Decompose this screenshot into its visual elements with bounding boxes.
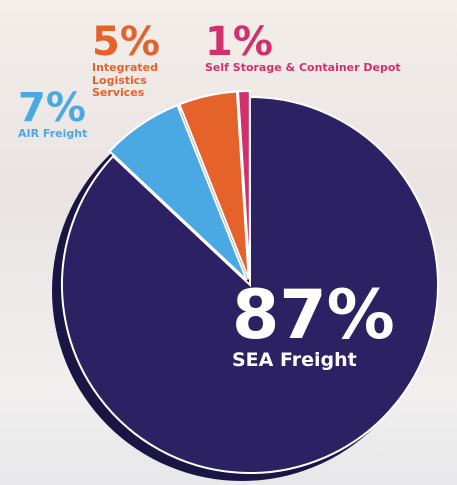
value-label: 87% [232, 276, 395, 355]
value-label: 5% [92, 19, 160, 65]
pie-slice [61, 95, 439, 474]
pie-slice [178, 90, 250, 280]
category-label: Integrated Logistics Services [92, 61, 158, 100]
slice-label: 7% AIR Freight [18, 88, 138, 141]
slice-label: 87% SEA Freight [232, 282, 432, 372]
value-label: 7% [18, 85, 86, 131]
category-label: Self Storage & Container Depot [205, 61, 401, 74]
category-label: AIR Freight [18, 127, 88, 140]
slice-label: 1% Self Storage & Container Depot [205, 22, 445, 75]
value-label: 1% [205, 19, 273, 65]
pie-slice [108, 103, 248, 281]
category-label: SEA Freight [232, 349, 357, 371]
slice-label: 5% Integrated Logistics Services [92, 22, 202, 100]
pie-slice [236, 90, 251, 280]
